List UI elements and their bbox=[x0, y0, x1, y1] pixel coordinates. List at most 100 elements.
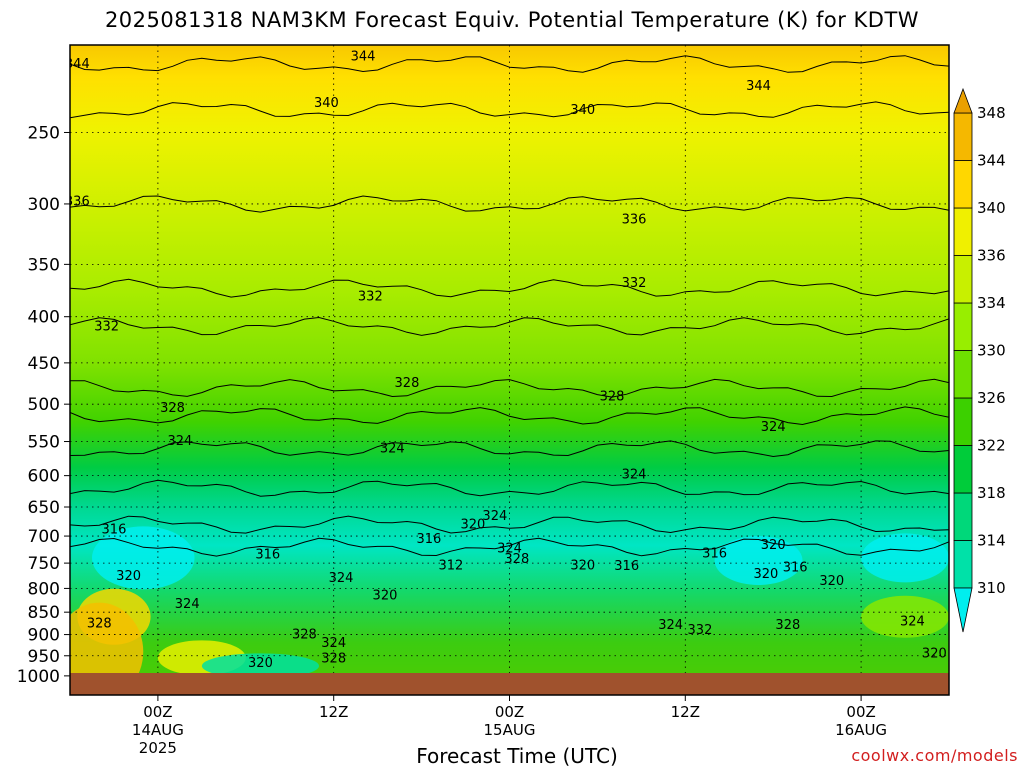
contour-label: 332 bbox=[358, 290, 383, 305]
field-feature bbox=[861, 533, 949, 583]
contour-label: 324 bbox=[167, 434, 192, 449]
contour-label: 328 bbox=[160, 401, 185, 416]
x-tick-label: 00Z bbox=[846, 703, 875, 721]
contour-line bbox=[70, 406, 949, 426]
y-tick-label: 500 bbox=[28, 395, 60, 415]
contour-label: 344 bbox=[65, 57, 90, 72]
contour-label: 328 bbox=[775, 618, 800, 633]
field-feature bbox=[714, 535, 803, 585]
colorbar-segment bbox=[953, 492, 973, 541]
y-tick-label: 850 bbox=[28, 603, 60, 623]
y-tick-label: 300 bbox=[28, 195, 60, 215]
contour-label: 324 bbox=[900, 614, 925, 629]
contour-line bbox=[70, 101, 949, 119]
contour-lines bbox=[70, 55, 949, 557]
y-tick-label: 700 bbox=[28, 527, 60, 547]
colorbar-min-extension bbox=[953, 587, 973, 633]
field-feature bbox=[861, 595, 949, 638]
contour-label: 324 bbox=[482, 509, 507, 524]
y-tick-label: 800 bbox=[28, 579, 60, 599]
y-tick-label: 250 bbox=[28, 123, 60, 143]
contour-label: 316 bbox=[255, 548, 280, 563]
colorbar-label: 340 bbox=[977, 199, 1006, 217]
colorbar-label: 314 bbox=[977, 532, 1006, 550]
colorbar-segment bbox=[953, 397, 973, 446]
contour-label: 328 bbox=[321, 652, 346, 667]
chart-title: 2025081318 NAM3KM Forecast Equiv. Potent… bbox=[104, 8, 920, 32]
y-axis: 250 300 350 400 450 500 550 600 650 700 750 800 850 9… bbox=[17, 123, 70, 687]
contour-label: 320 bbox=[570, 559, 595, 574]
contour-line bbox=[70, 378, 949, 398]
contour-label: 324 bbox=[622, 467, 647, 482]
x-tick-sublabel: 14AUG bbox=[132, 721, 184, 739]
field-feature bbox=[70, 602, 144, 695]
y-tick-label: 450 bbox=[28, 354, 60, 374]
contour-label: 328 bbox=[600, 389, 625, 404]
y-tick-label: 900 bbox=[28, 626, 60, 646]
contour-label: 336 bbox=[65, 194, 90, 209]
colorbar-segment bbox=[953, 350, 973, 399]
ground-below-surface bbox=[70, 673, 949, 695]
contour-label: 324 bbox=[321, 636, 346, 651]
contour-label: 320 bbox=[761, 538, 786, 553]
colorbar: 310 314 318 322 326 330 334 336 340 344 348 bbox=[953, 87, 1006, 633]
contour-line bbox=[70, 278, 949, 298]
contour-label: 320 bbox=[922, 647, 947, 662]
x-tick-sublabel: 16AUG bbox=[835, 721, 887, 739]
colorbar-segment bbox=[953, 112, 973, 161]
contour-label: 336 bbox=[622, 212, 647, 227]
contour-label: 332 bbox=[94, 319, 119, 334]
contour-label: 324 bbox=[658, 618, 683, 633]
colorbar-label: 334 bbox=[977, 294, 1006, 312]
colorbar-label: 326 bbox=[977, 389, 1006, 407]
contour-label: 324 bbox=[380, 442, 405, 457]
contour-label: 320 bbox=[819, 574, 844, 589]
credit-text: coolwx.com/models bbox=[851, 746, 1018, 765]
contour-label: 316 bbox=[783, 560, 808, 575]
contour-line bbox=[70, 316, 949, 336]
x-tick-label: 00Z bbox=[143, 703, 172, 721]
contour-label: 344 bbox=[351, 50, 376, 65]
contour-label: 316 bbox=[614, 559, 639, 574]
contour-label: 320 bbox=[373, 589, 398, 604]
x-tick-label: 00Z bbox=[495, 703, 524, 721]
contour-label: 324 bbox=[175, 597, 200, 612]
colorbar-segment bbox=[953, 445, 973, 494]
gridlines bbox=[70, 45, 949, 695]
colorbar-label: 318 bbox=[977, 484, 1006, 502]
contour-label: 312 bbox=[438, 559, 463, 574]
colorbar-segment bbox=[953, 302, 973, 351]
x-axis-label: Forecast Time (UTC) bbox=[416, 744, 618, 768]
y-tick-label: 750 bbox=[28, 554, 60, 574]
contour-label: 324 bbox=[329, 571, 354, 586]
colorbar-label: 322 bbox=[977, 437, 1006, 455]
colorbar-segment bbox=[953, 255, 973, 304]
contour-label: 316 bbox=[702, 547, 727, 562]
contour-label: 332 bbox=[622, 276, 647, 291]
contour-label: 324 bbox=[761, 420, 786, 435]
field-features bbox=[70, 526, 949, 695]
contour-line bbox=[70, 195, 949, 213]
contour-label: 328 bbox=[292, 628, 317, 643]
field-feature bbox=[91, 526, 195, 590]
contour-label: 328 bbox=[395, 376, 420, 391]
y-tick-label: 650 bbox=[28, 498, 60, 518]
contour-label: 344 bbox=[746, 79, 771, 94]
colorbar-segment bbox=[953, 540, 973, 589]
contour-label: 324 bbox=[497, 542, 522, 557]
y-tick-label: 550 bbox=[28, 433, 60, 453]
colorbar-label: 310 bbox=[977, 579, 1006, 597]
y-tick-label: 350 bbox=[28, 255, 60, 275]
contour-line bbox=[70, 440, 949, 458]
contour-label: 320 bbox=[248, 656, 273, 671]
colorbar-label: 336 bbox=[977, 247, 1006, 265]
colorbar-segment bbox=[953, 160, 973, 209]
contour-line bbox=[70, 515, 949, 534]
contour-label: 340 bbox=[314, 96, 339, 111]
colorbar-label: 344 bbox=[977, 152, 1006, 170]
contour-label: 320 bbox=[460, 518, 485, 533]
colorbar-max-extension bbox=[953, 87, 973, 114]
